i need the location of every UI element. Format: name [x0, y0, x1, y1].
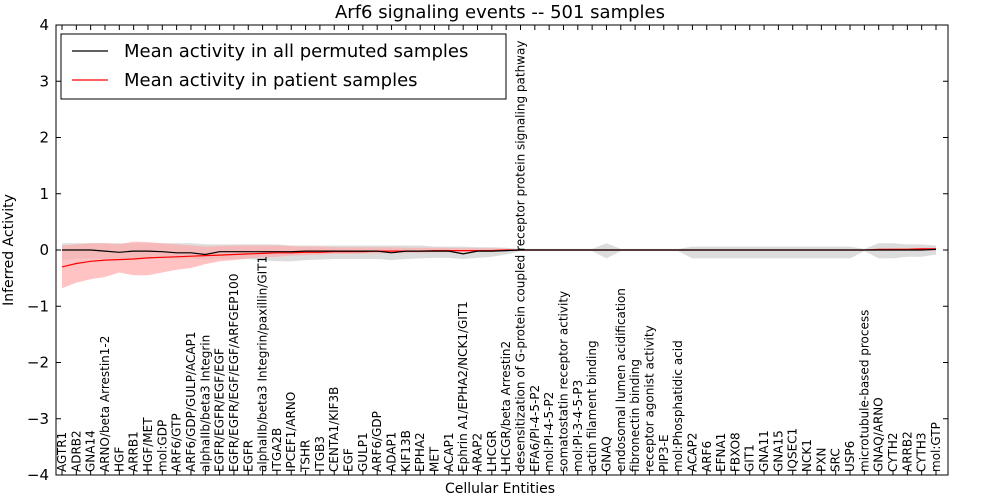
x-tick-label: EGFR [241, 440, 255, 472]
x-tick-label: ARNO/beta Arrestin1-2 [98, 336, 112, 472]
x-axis-label: Cellular Entities [445, 481, 555, 497]
x-tick-label: mol:GDP [155, 420, 169, 472]
x-tick-label: USP6 [843, 441, 857, 472]
x-tick-label: receptor agonist activity [642, 325, 656, 472]
y-tick-label: 3 [39, 72, 49, 90]
x-tick-label: ARAP2 [471, 433, 485, 472]
y-tick-label: −4 [27, 466, 49, 484]
x-tick-label: PXN [814, 448, 828, 472]
y-tick-label: 1 [39, 185, 49, 203]
x-tick-label: FBXO8 [728, 432, 742, 472]
x-tick-label: ITGA2B [270, 428, 284, 472]
x-tick-label: EPHA2 [413, 432, 427, 472]
x-tick-label: ACAP1 [442, 433, 456, 472]
x-tick-label: EGF [342, 448, 356, 472]
x-tick-label: LHCGR/beta Arrestin2 [499, 341, 513, 472]
x-tick-label: alphaIIb/beta3 Integrin [198, 335, 212, 472]
x-tick-label: ARF6/GDP/GULP/ACAP1 [184, 332, 198, 472]
x-tick-label: ARF6/GDP [370, 411, 384, 472]
x-tick-label: EFNA1 [714, 433, 728, 472]
x-tick-label: mol:GTP [929, 422, 943, 472]
x-tick-label: CENTA1/KIF3B [327, 387, 341, 472]
y-tick-label: −2 [27, 354, 49, 372]
x-tick-label: MET [428, 446, 442, 472]
y-tick-label: −3 [27, 410, 49, 428]
legend-box [60, 33, 507, 100]
x-tick-label: TSHR [299, 440, 313, 473]
x-tick-label: GNAQ [600, 436, 614, 472]
x-tick-label: ARF6/GTP [170, 413, 184, 472]
x-tick-label: ITGB3 [313, 436, 327, 472]
y-axis-label: Inferred Activity [1, 194, 17, 306]
x-tick-label: LHCGR [485, 430, 499, 472]
x-tick-label: GNA14 [84, 430, 98, 472]
x-tick-label: CYTH3 [915, 433, 929, 473]
x-tick-label: mol:Phosphatidic acid [671, 340, 685, 472]
x-tick-label: EGFR/EGFR/EGF/EGF [213, 348, 227, 472]
x-axis-ticks: AGTR1 ADRB2 GNA14 ARNO/beta Arrestin1-2 HGF A… [55, 25, 943, 475]
x-tick-label: ADAP1 [385, 432, 399, 472]
x-tick-label: GIT1 [743, 444, 757, 472]
y-axis-ticks: −4 −3 −2 −1 0 1 2 3 4 [27, 16, 948, 484]
x-tick-label: mol:PI-4-5-P2 [542, 392, 556, 472]
x-tick-label: alphaIIb/beta3 Integrin/paxillin/GIT1 [256, 256, 270, 472]
x-tick-label: CYTH2 [886, 433, 900, 473]
y-tick-label: 4 [39, 16, 49, 34]
x-tick-label: EFA6/PI-4-5-P2 [528, 385, 542, 472]
x-tick-label: microtubule-based process [857, 310, 871, 472]
x-tick-label: GNA15 [771, 430, 785, 472]
x-tick-label: endosomal lumen acidification [614, 288, 628, 472]
x-tick-label: GULP1 [356, 432, 370, 472]
plot-frame [55, 24, 949, 476]
chart-title: Arf6 signaling events -- 501 samples [335, 2, 665, 23]
y-tick-label: 2 [39, 129, 49, 147]
legend: Mean activity in all permuted samples Me… [60, 33, 507, 100]
legend-label-patient: Mean activity in patient samples [124, 70, 418, 91]
x-tick-label: fibronectin binding [628, 359, 642, 472]
x-tick-label: actin filament binding [585, 340, 599, 472]
x-tick-label: HGF [112, 447, 126, 472]
x-tick-label: PIP3-E [657, 434, 671, 472]
legend-label-permuted: Mean activity in all permuted samples [124, 41, 468, 62]
x-tick-label: ARF6 [700, 441, 714, 472]
y-tick-label: 0 [39, 241, 49, 259]
x-tick-label: IPCEF1/ARNO [284, 392, 298, 472]
x-tick-label: desensitization of G-protein coupled rec… [514, 41, 528, 472]
x-tick-label: EGFR/EGFR/EGF/EGF/ARFGEP100 [227, 274, 241, 472]
x-tick-label: ARRB2 [900, 431, 914, 472]
line-permuted [62, 248, 937, 256]
x-tick-label: somatostatin receptor activity [557, 291, 571, 472]
x-tick-label: KIF13B [399, 430, 413, 472]
y-tick-label: −1 [27, 297, 49, 315]
x-tick-label: GNAQ/ARNO [872, 397, 886, 472]
x-tick-label: SRC [829, 448, 843, 472]
x-tick-label: HGF/MET [141, 417, 155, 472]
x-tick-label: AGTR1 [55, 432, 69, 472]
x-tick-label: GNA11 [757, 430, 771, 472]
x-tick-label: ACAP2 [685, 433, 699, 472]
x-tick-label: NCK1 [800, 439, 814, 472]
series-lines [61, 248, 937, 268]
x-tick-label: ARRB1 [127, 431, 141, 472]
x-tick-label: Ephrin A1/EPHA2/NCK1/GIT1 [456, 301, 470, 472]
x-tick-label: mol:PI-3-4-5-P3 [571, 380, 585, 472]
x-tick-label: ADRB2 [69, 430, 83, 472]
x-tick-label: IQSEC1 [786, 428, 800, 472]
